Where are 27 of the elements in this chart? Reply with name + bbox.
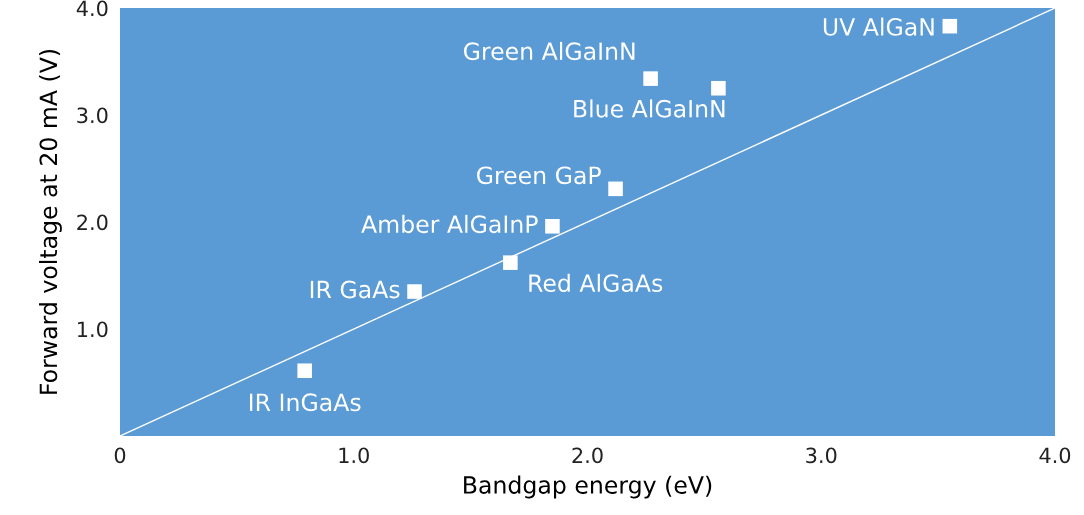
annotation: Green AlGaInN [463,41,635,61]
annotation: IR GaAs [310,280,400,299]
point [545,219,560,234]
y-tick-label: 1.0 [78,321,108,338]
point [297,363,312,379]
point [942,18,958,34]
y-tick-label: 2.0 [77,214,108,231]
y-axis-title: Forward voltage at 20 mA (V) [39,49,62,394]
annotation: Green GaP [476,166,601,185]
annotation: UV AlGaN [823,17,934,36]
point [503,255,518,270]
x-tick-label: 0 [114,447,126,464]
x-axis-title: Bandgap energy (eV) [464,475,712,499]
x-tick-label: 2.0 [572,447,603,464]
annotation: Red AlGaAs [529,273,663,293]
point [608,181,623,197]
point [711,80,726,96]
y-tick-label: 4.0 [76,0,108,17]
y-tick-label: 3.0 [77,107,108,124]
x-tick-label: 4.0 [1039,447,1071,464]
point [407,284,422,299]
annotation: Blue AlGaInN [574,99,725,118]
annotation: Amber AlGaInP [361,214,538,234]
x-tick-label: 1.0 [339,447,369,464]
point [643,71,658,86]
x-tick-label: 3.0 [806,447,837,464]
annotation: IR InGaAs [249,393,361,412]
